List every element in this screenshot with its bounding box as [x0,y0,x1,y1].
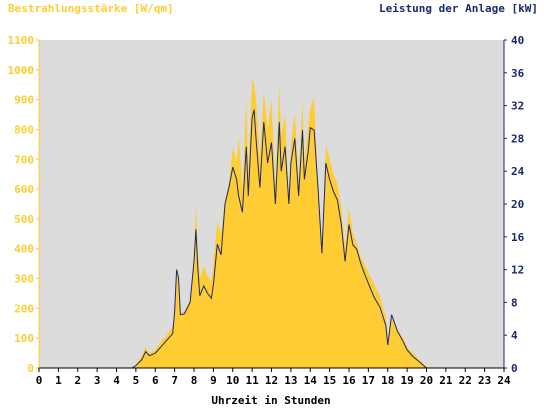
irradiance-series [39,78,504,369]
tick-labels: 0100200300400500600700800900100011000481… [8,34,525,387]
x-tick-label: 13 [284,374,297,387]
axes [36,39,507,372]
y-left-tick-label: 300 [14,273,34,286]
x-tick-label: 5 [133,374,140,387]
y-right-tick-label: 28 [511,132,524,145]
x-axis-label: Uhrzeit in Stunden [211,394,330,407]
x-tick-label: 14 [304,374,318,387]
y-left-tick-label: 600 [14,183,34,196]
x-tick-label: 16 [342,374,356,387]
y-left-tick-label: 200 [14,302,34,315]
x-tick-label: 12 [265,374,278,387]
x-tick-label: 2 [74,374,81,387]
y-left-tick-label: 900 [14,94,34,107]
x-tick-label: 8 [191,374,198,387]
x-tick-label: 24 [497,374,511,387]
y-right-tick-label: 0 [511,362,518,375]
x-tick-label: 6 [152,374,159,387]
x-tick-label: 22 [459,374,472,387]
x-tick-label: 7 [171,374,178,387]
x-tick-label: 9 [210,374,217,387]
x-tick-label: 17 [362,374,375,387]
x-tick-label: 11 [246,374,260,387]
x-tick-label: 0 [36,374,43,387]
y-right-tick-label: 20 [511,198,524,211]
x-tick-label: 20 [420,374,433,387]
y-right-tick-label: 4 [511,329,518,342]
y-left-tick-label: 800 [14,123,34,136]
power-line [39,109,504,369]
y-axis-right-label: Leistung der Anlage [kW] [379,2,538,15]
y-right-tick-label: 36 [511,67,525,80]
x-tick-label: 10 [226,374,239,387]
y-left-tick-label: 700 [14,153,34,166]
y-right-tick-label: 32 [511,100,524,113]
x-tick-label: 21 [439,374,453,387]
y-left-tick-label: 1100 [8,34,35,47]
x-tick-label: 15 [323,374,336,387]
power-series [39,109,504,369]
y-right-tick-label: 24 [511,165,525,178]
y-right-tick-label: 16 [511,231,525,244]
x-tick-label: 18 [381,374,394,387]
y-right-tick-label: 8 [511,296,518,309]
x-tick-label: 23 [478,374,491,387]
y-left-tick-label: 100 [14,332,34,345]
y-right-tick-label: 40 [511,34,524,47]
x-tick-label: 1 [55,374,62,387]
x-tick-label: 19 [401,374,414,387]
y-right-tick-label: 12 [511,264,524,277]
y-axis-left-label: Bestrahlungsstärke [W/qm] [8,2,174,15]
y-left-tick-label: 500 [14,213,34,226]
x-tick-label: 4 [113,374,120,387]
y-left-tick-label: 0 [27,362,34,375]
y-left-tick-label: 1000 [8,64,35,77]
irradiance-area [39,78,504,369]
y-left-tick-label: 400 [14,243,34,256]
x-tick-label: 3 [94,374,101,387]
